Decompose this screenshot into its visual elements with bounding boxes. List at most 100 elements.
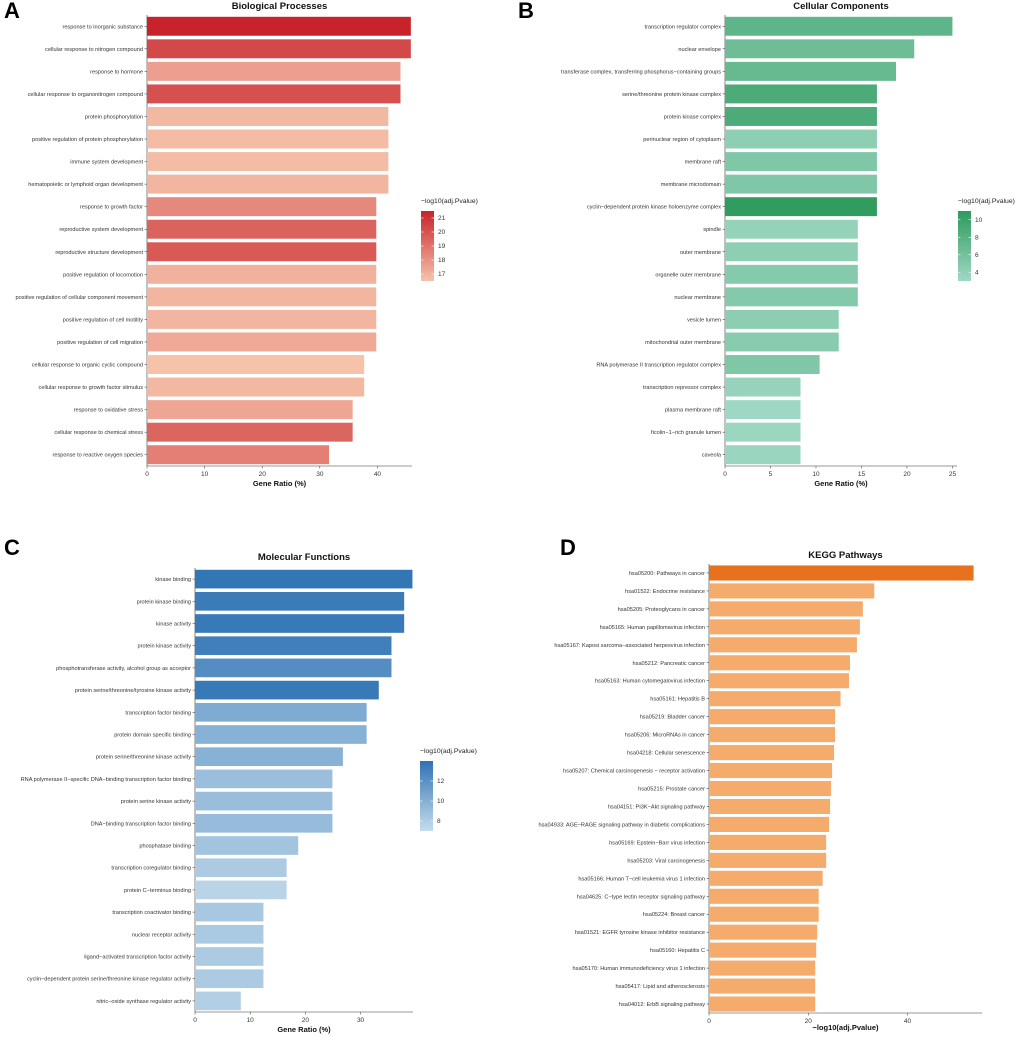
category-label: positive regulation of locomotion [63,272,143,278]
bar [147,84,401,104]
legend-title: −log10(adj.Pvalue) [958,198,1015,205]
bar [147,219,377,239]
legend-tick-label: 6 [975,252,979,259]
bar [709,888,819,904]
category-label: hsa05205: Proteoglycans in cancer [618,607,706,613]
chart-svg-a: Biological Processes response to inorgani… [16,1,478,488]
bar [725,197,877,217]
category-label: cellular response to nitrogen compound [45,47,143,53]
bar [709,565,974,581]
x-tick-label: 30 [316,471,324,478]
category-label: vesicle lumen [687,317,721,323]
category-label: serine/threonine protein kinase complex [622,92,721,98]
bar [709,798,831,815]
category-label: transcription factor binding [125,710,191,716]
category-label: hsa04151: PI3K−Akt signaling pathway [608,804,705,810]
legend-tick-label: 10 [975,217,983,224]
bar [147,400,353,420]
bar [725,332,839,352]
bar [709,942,817,958]
x-tick-label: 15 [858,471,866,478]
x-axis-label: Gene Ratio (%) [253,479,307,488]
category-label: hsa04625: C−type lectin receptor signali… [577,894,705,900]
bar [725,84,877,104]
category-label: transcription regulator complex [645,24,722,30]
x-tick-label: 20 [903,471,911,478]
bar [147,152,389,172]
bar [147,332,377,352]
category-label: hsa05167: Kaposi sarcoma−associated herp… [554,643,705,649]
bar [709,763,833,779]
x-tick-label: 0 [723,471,727,478]
bar [195,791,333,811]
category-label: protein serine kinase activity [121,799,191,805]
legend-title: −log10(adj.Pvalue) [421,198,478,205]
category-label: membrane microdomain [661,182,721,188]
category-label: hematopoietic or lymphoid organ developm… [28,182,143,188]
category-label: hsa05160: Hepatitis C [650,948,705,954]
category-label: reproductive structure development [55,250,143,256]
category-label: cellular response to organic cyclic comp… [32,363,143,369]
chart-svg-c: Molecular Functions kinase binding protein… [21,552,477,1034]
bar [709,655,850,671]
category-label: hsa05206: MicroRNAs in cancer [625,733,705,739]
bar [725,16,953,36]
bar [147,309,377,329]
bar [725,287,858,307]
bar [709,906,819,922]
legend-tick-label: 8 [975,234,979,241]
category-label: kinase activity [156,622,191,628]
category-label: protein serine/threonine/tyrosine kinase… [75,688,191,694]
bar [195,991,241,1011]
x-tick-label: 10 [247,1017,255,1024]
legend-tick-label: 18 [438,257,446,264]
bar [147,264,377,284]
category-label: caveola [702,453,722,459]
bar [709,601,863,617]
bar [709,780,832,797]
panel-letter-b: B [518,0,534,23]
bar [195,591,405,611]
category-label: response to oxidative stress [74,408,144,414]
bar [709,960,816,976]
category-label: protein kinase activity [138,644,192,650]
category-label: kinase binding [155,577,191,583]
bar [725,264,858,284]
category-label: transcription coactivator binding [112,910,191,916]
category-label: hsa05224: Breast cancer [643,912,705,918]
bar [195,769,333,789]
category-label: hsa05207: Chemical carcinogenesis − rece… [563,769,705,775]
category-label: RNA polymerase II transcription regulato… [596,363,721,369]
bar [709,852,827,868]
x-axis-label: Gene Ratio (%) [277,1025,331,1034]
chart-title: Molecular Functions [258,552,350,563]
category-label: transcription coregulator binding [111,866,191,872]
category-label: positive regulation of cell motility [63,317,143,323]
legend-colorbar [420,761,433,831]
bar [195,924,264,944]
x-tick-label: 40 [904,1018,912,1025]
bar [195,569,413,589]
bar [147,61,401,81]
chart-title: KEGG Pathways [808,550,882,561]
x-axis-label: −log10(adj.Pvalue) [812,1023,879,1032]
category-label: nitric−oxide synthase regulator activity [96,999,191,1005]
bar [725,61,897,81]
bar [195,836,299,855]
panel-letter-d: D [560,535,576,560]
bar [709,673,849,689]
bar [725,377,801,397]
x-tick-label: 40 [374,471,382,478]
category-label: immune system development [70,160,143,166]
x-tick-label: 25 [949,471,957,478]
category-label: nuclear receptor activity [132,932,191,938]
x-tick-label: 0 [193,1017,197,1024]
category-label: DNA−binding transcription factor binding [91,821,191,827]
bar [147,39,411,59]
bar [709,924,818,940]
category-label: perinuclear region of cytoplasm [643,137,721,143]
category-label: cellular response to organonitrogen comp… [28,92,143,98]
x-tick-label: 10 [201,471,209,478]
legend-tick-label: 20 [438,229,446,236]
bar [709,583,875,599]
